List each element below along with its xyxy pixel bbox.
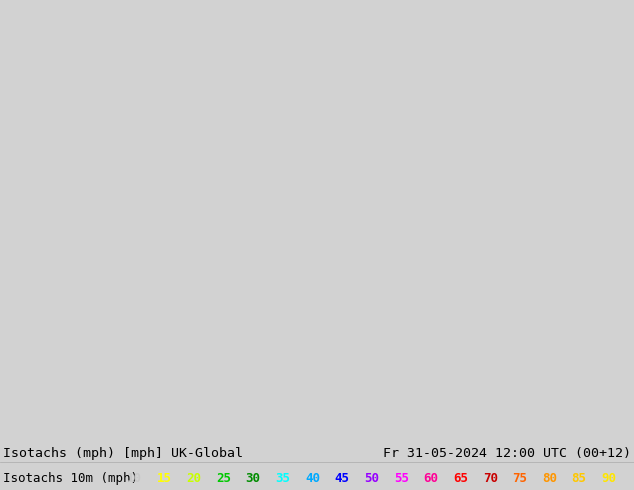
Text: 60: 60 [424, 472, 439, 485]
Text: 85: 85 [572, 472, 586, 485]
Text: 25: 25 [216, 472, 231, 485]
Text: 40: 40 [305, 472, 320, 485]
Text: 70: 70 [482, 472, 498, 485]
Text: 35: 35 [275, 472, 290, 485]
Text: Isotachs (mph) [mph] UK-Global: Isotachs (mph) [mph] UK-Global [3, 447, 243, 460]
Text: 45: 45 [335, 472, 349, 485]
Text: Isotachs 10m (mph): Isotachs 10m (mph) [3, 472, 138, 485]
Text: 90: 90 [602, 472, 616, 485]
Text: 55: 55 [394, 472, 409, 485]
Text: 50: 50 [364, 472, 379, 485]
Text: 65: 65 [453, 472, 468, 485]
Text: 30: 30 [245, 472, 261, 485]
Text: 20: 20 [186, 472, 201, 485]
Text: 75: 75 [512, 472, 527, 485]
Text: Fr 31-05-2024 12:00 UTC (00+12): Fr 31-05-2024 12:00 UTC (00+12) [383, 447, 631, 460]
Text: 15: 15 [157, 472, 172, 485]
Text: 80: 80 [542, 472, 557, 485]
Text: 10: 10 [127, 472, 142, 485]
